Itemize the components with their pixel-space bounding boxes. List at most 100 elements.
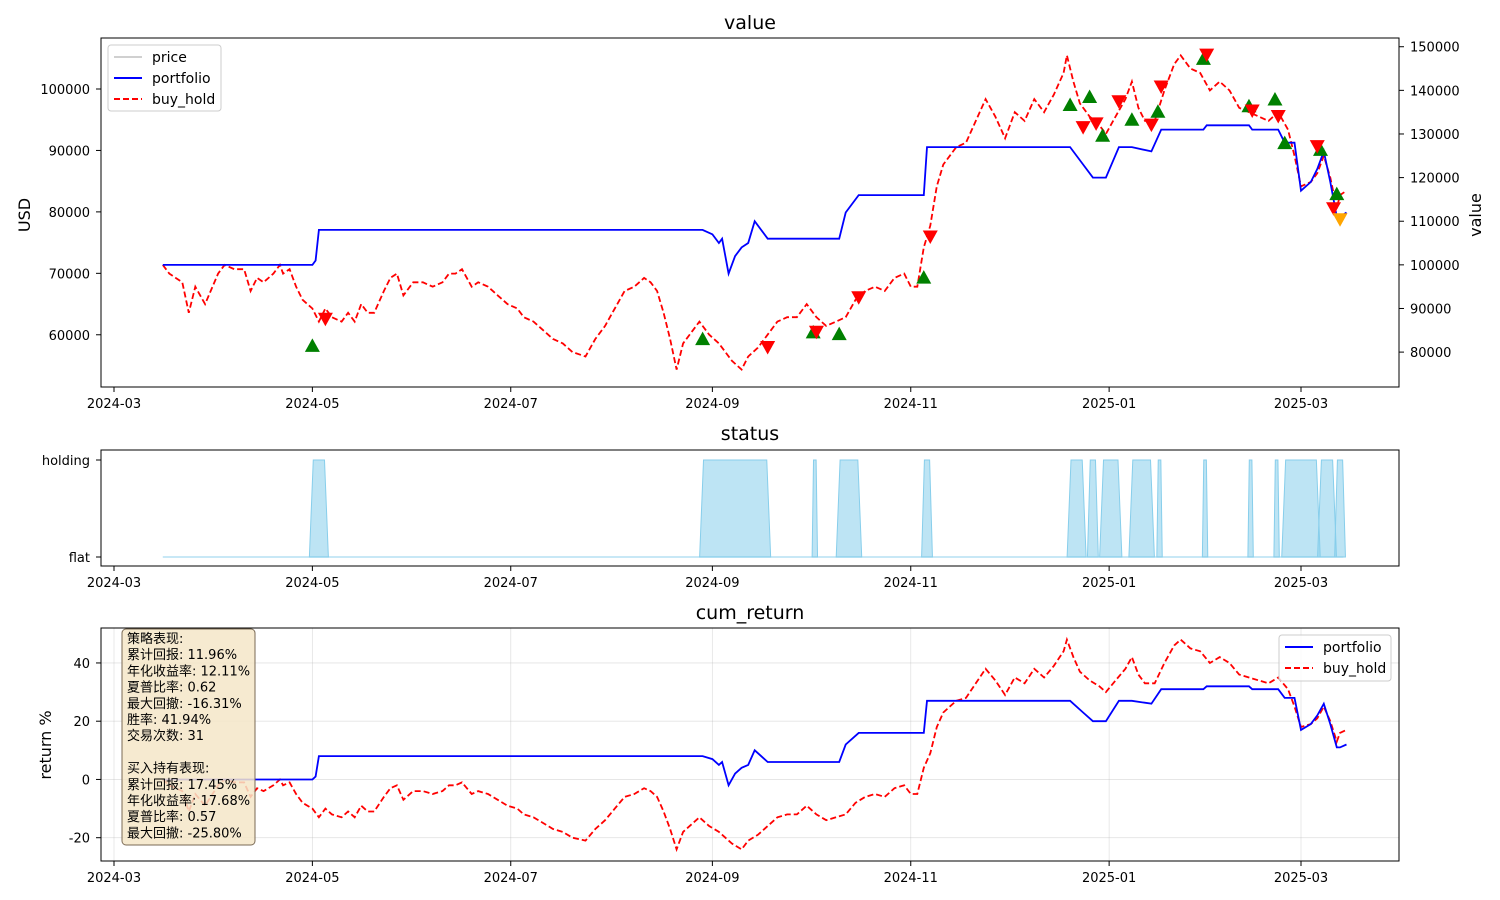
stats-line: 策略表现:	[127, 631, 183, 647]
x-tick-label: 2024-09	[685, 576, 739, 591]
cum-buy-hold-line	[162, 636, 1347, 853]
cum-return-plot-area	[100, 627, 1400, 862]
status-x-ticks: 2024-03 2024-05 2024-07 2024-09 2024-11 2025-…	[87, 566, 1328, 591]
cum-return-title: cum_return	[696, 602, 805, 624]
trade-markers	[304, 48, 1348, 355]
buy-marker	[1082, 89, 1098, 103]
y-tick-label: -20	[69, 832, 90, 847]
holding-period	[1281, 459, 1321, 558]
holding-period	[1128, 459, 1155, 558]
x-tick-label: 2025-01	[1082, 576, 1136, 591]
sell-marker	[808, 325, 824, 340]
buy-marker	[1124, 112, 1140, 126]
buy-marker	[1329, 186, 1345, 201]
buy-marker	[1062, 97, 1078, 111]
y-tick-label-right: 140000	[1410, 84, 1460, 99]
x-tick-label: 2024-07	[484, 871, 538, 886]
final-marker	[1332, 213, 1348, 227]
sell-marker	[1075, 121, 1091, 135]
x-tick-label: 2025-01	[1082, 871, 1136, 886]
holding-period	[1273, 459, 1280, 558]
buy-marker	[1095, 128, 1111, 142]
cum-portfolio-line	[162, 685, 1347, 788]
portfolio-line	[162, 124, 1348, 277]
stats-line: 累计回报: 11.96%	[127, 648, 237, 663]
buy-hold-line	[162, 53, 1348, 372]
x-tick-label: 2024-03	[87, 397, 141, 412]
y-tick-label-right: 120000	[1410, 172, 1460, 187]
y-tick-label-left: 60000	[49, 329, 90, 344]
holding-period	[1156, 459, 1163, 558]
status-label-holding: holding	[42, 454, 90, 469]
y-tick-label-right: 150000	[1410, 41, 1460, 56]
cum-legend-label-portfolio: portfolio	[1323, 640, 1382, 656]
x-tick-label: 2024-11	[884, 576, 938, 591]
x-tick-label: 2024-11	[884, 871, 938, 886]
value-legend: price portfolio buy_hold	[107, 44, 222, 112]
buy-marker	[1195, 51, 1211, 65]
y-tick-label-right: 130000	[1410, 128, 1460, 143]
x-tick-label: 2024-05	[285, 871, 339, 886]
value-y-ticks-left: 60000 70000 80000 90000 100000	[40, 83, 101, 344]
sell-marker	[1088, 117, 1104, 131]
value-y-ticks-right: 80000 90000 100000 110000 120000 130000 140000…	[1399, 41, 1460, 361]
stats-line: 买入持有表现:	[127, 762, 209, 777]
cum-buy-hold-path	[162, 636, 1347, 853]
x-tick-label: 2024-11	[884, 397, 938, 412]
buy-marker	[304, 338, 320, 352]
x-tick-label: 2024-09	[685, 871, 739, 886]
y-tick-label: 40	[73, 657, 90, 672]
sell-marker	[317, 312, 333, 327]
sell-marker	[922, 230, 938, 244]
sell-marker	[760, 341, 776, 355]
sell-marker	[1326, 202, 1342, 216]
cum-return-grid	[101, 628, 1399, 861]
buy-marker	[1150, 104, 1166, 118]
cum-return-ylabel: return %	[36, 710, 55, 779]
value-panel: value 2024-03 2024-05 2024-07 2024-09 2024-1…	[15, 12, 1485, 412]
x-tick-label: 2024-07	[484, 397, 538, 412]
status-plot-area	[100, 449, 1400, 567]
holding-period	[835, 459, 863, 558]
holding-period	[308, 459, 329, 558]
sell-marker	[1309, 140, 1325, 154]
x-tick-label: 2024-05	[285, 576, 339, 591]
holding-period	[1201, 459, 1209, 558]
holding-period	[1247, 459, 1254, 558]
holding-period	[1099, 459, 1123, 558]
stats-line: 最大回撤: -25.80%	[127, 825, 242, 841]
x-tick-label: 2024-03	[87, 576, 141, 591]
status-area	[162, 459, 1346, 558]
cum-return-legend: portfolio buy_hold	[1278, 634, 1392, 682]
x-tick-label: 2025-01	[1082, 397, 1136, 412]
value-x-ticks: 2024-03 2024-05 2024-07 2024-09 2024-11 2025-…	[87, 387, 1328, 412]
y-tick-label-right: 80000	[1410, 346, 1451, 361]
x-tick-label: 2024-03	[87, 871, 141, 886]
stats-box-bg	[121, 628, 256, 846]
x-tick-label: 2024-09	[685, 397, 739, 412]
legend-label-buy-hold: buy_hold	[152, 92, 215, 108]
stats-box: 策略表现:累计回报: 11.96%年化收益率: 12.11%夏普比率: 0.62…	[121, 628, 256, 846]
holding-period	[811, 459, 819, 558]
sell-marker	[1143, 118, 1159, 133]
buy-marker	[831, 326, 847, 341]
value-plot-area	[100, 37, 1400, 388]
y-tick-label-right: 110000	[1410, 215, 1460, 230]
stats-line: 胜率: 41.94%	[127, 712, 211, 728]
stats-line: 夏普比率: 0.62	[127, 680, 216, 696]
sell-marker	[1199, 48, 1215, 63]
x-tick-label: 2024-07	[484, 576, 538, 591]
buy-marker	[1277, 135, 1293, 150]
stats-line: 累计回报: 17.45%	[127, 778, 237, 793]
stats-line: 交易次数: 31	[127, 728, 204, 744]
value-legend-box	[107, 44, 222, 112]
holding-period	[1334, 459, 1346, 558]
stats-line: 年化收益率: 17.68%	[127, 793, 250, 809]
x-tick-label: 2024-05	[285, 397, 339, 412]
status-title: status	[721, 423, 779, 445]
holding-period	[921, 459, 933, 558]
cum-portfolio-path	[162, 685, 1347, 788]
value-ylabel-left: USD	[15, 198, 34, 232]
y-tick-label-left: 100000	[40, 83, 90, 98]
